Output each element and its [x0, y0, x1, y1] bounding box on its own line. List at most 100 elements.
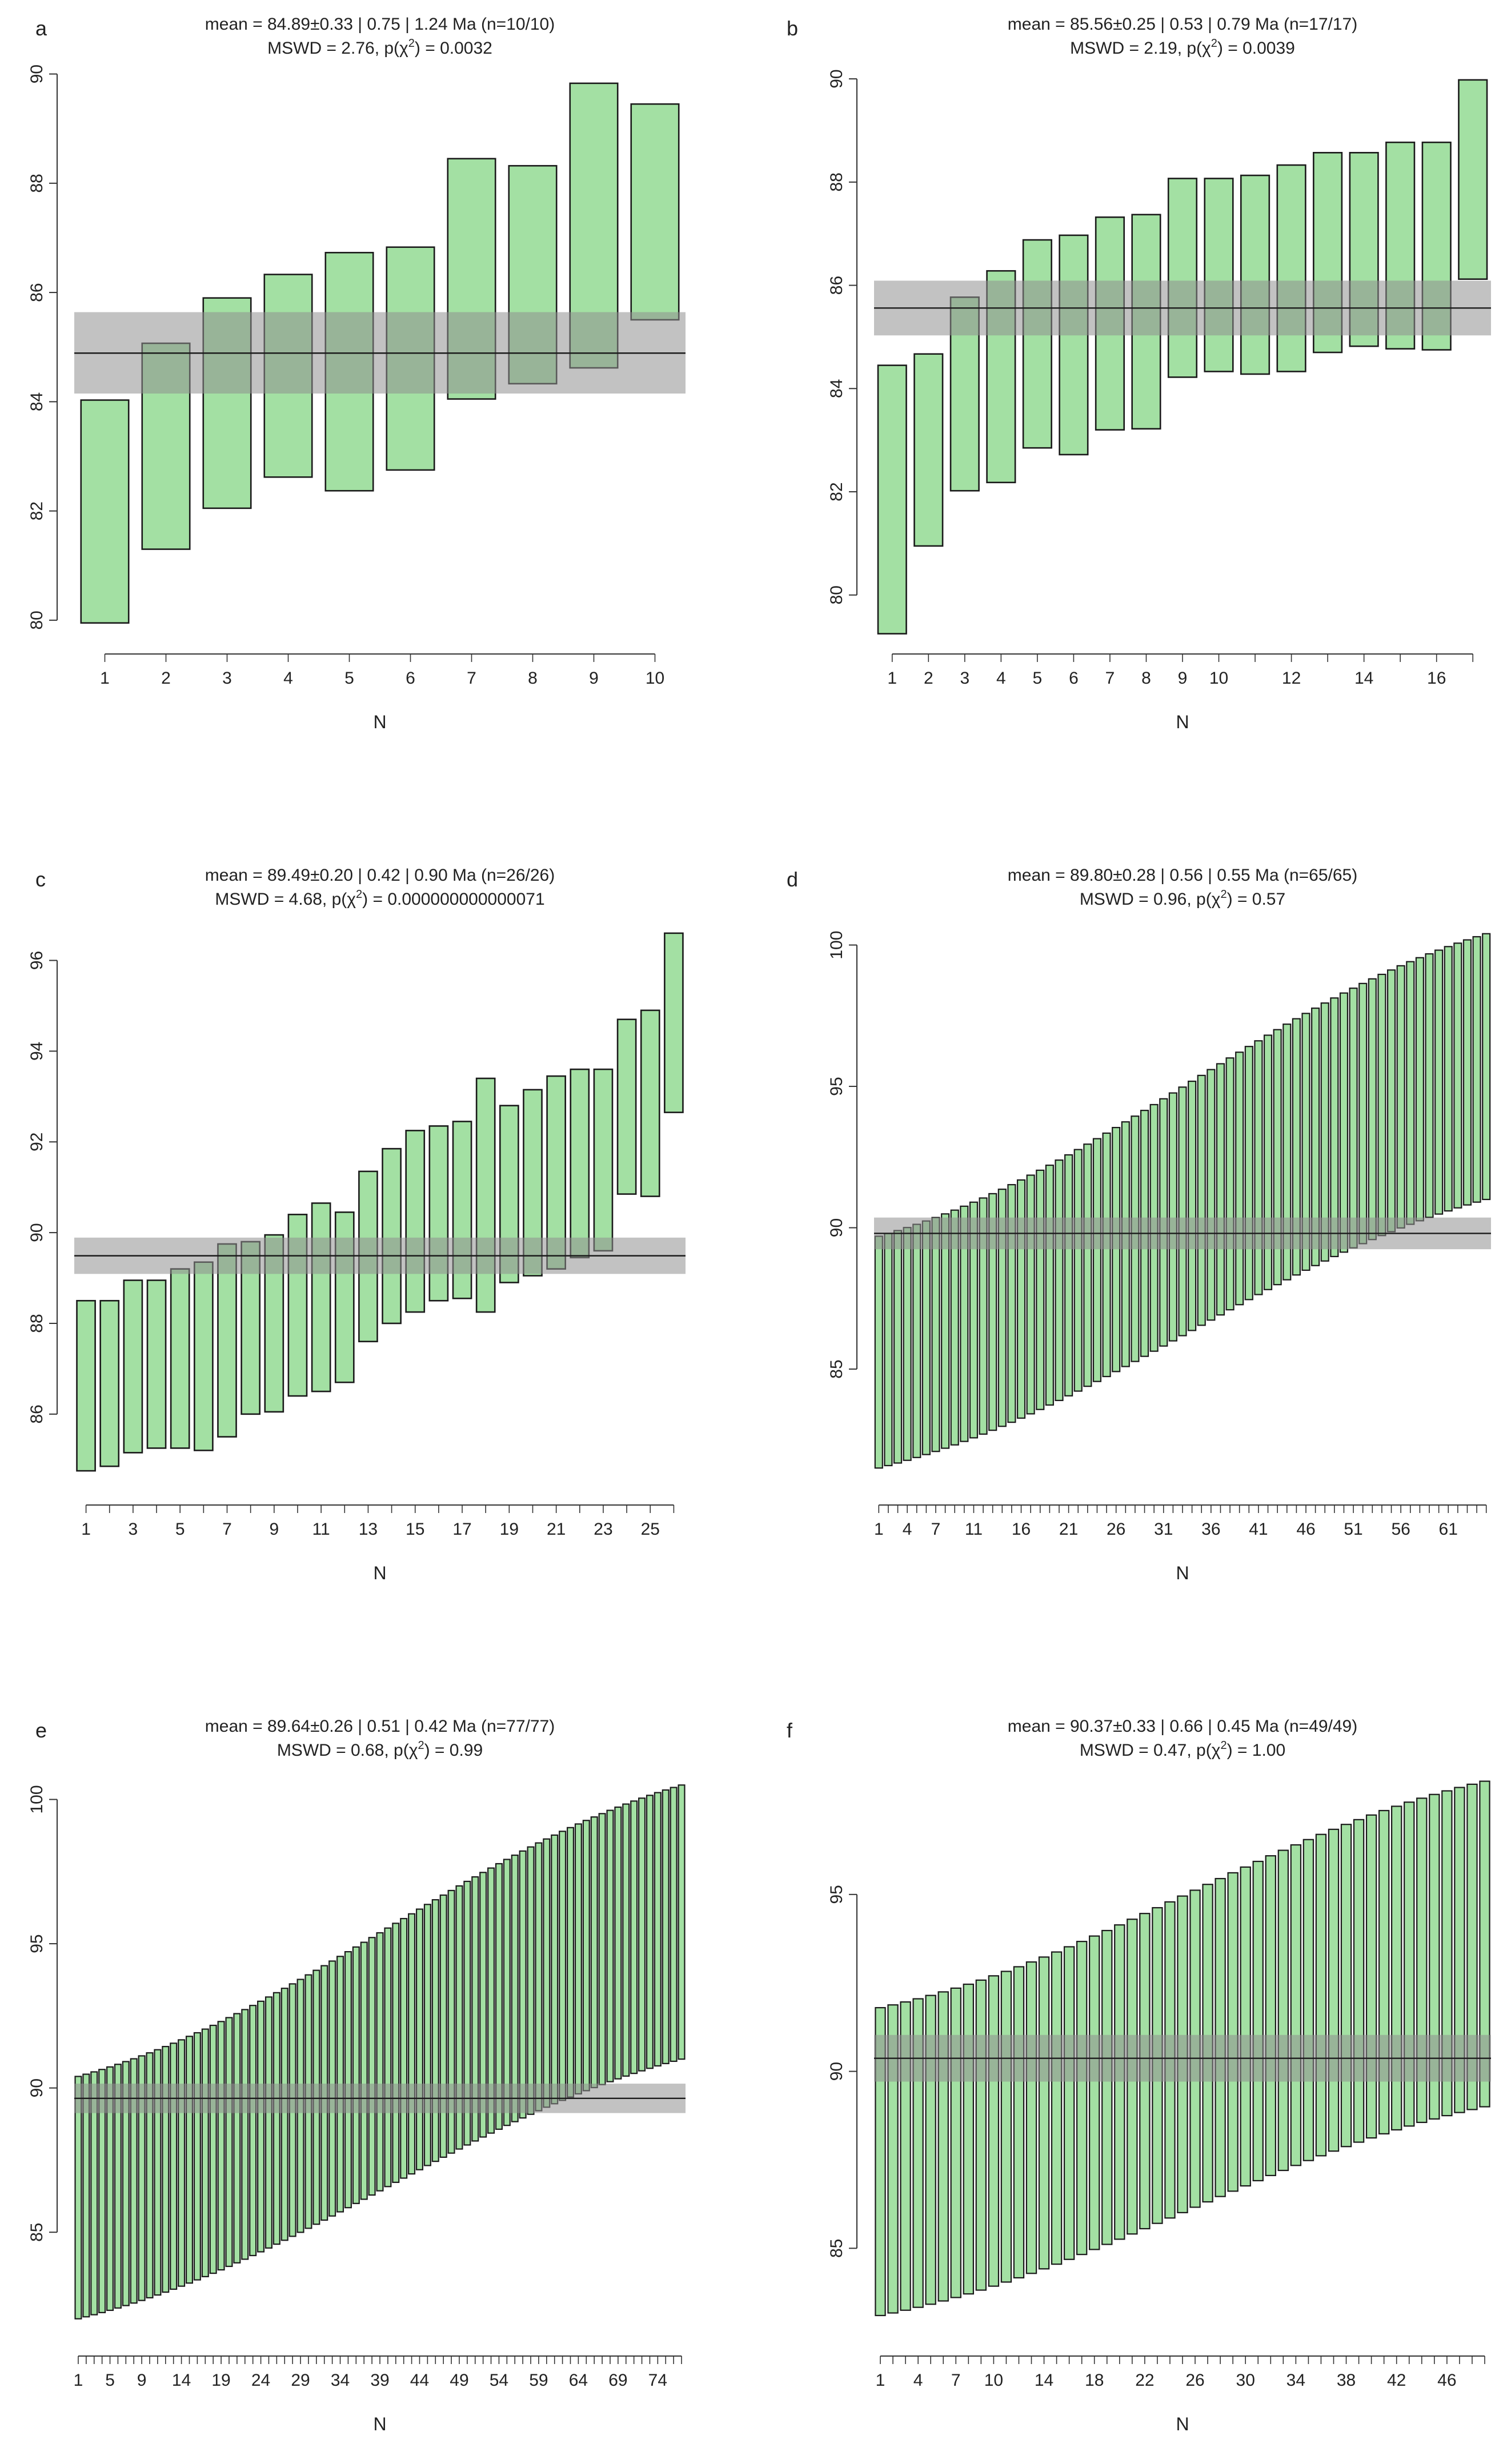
x-tick-label: 54: [490, 2371, 508, 2390]
x-tick-label: 1: [874, 1520, 884, 1539]
x-tick-label: 9: [1178, 669, 1188, 688]
y-tick-label: 88: [27, 1314, 46, 1333]
bar-39: [1235, 1052, 1244, 1306]
bar-43: [408, 1913, 416, 2175]
bar-63: [1462, 939, 1472, 1206]
x-tick-label: 23: [594, 1520, 612, 1539]
bar-36: [1315, 1833, 1327, 2157]
x-tick-label: 24: [251, 2371, 270, 2390]
bar-31: [1252, 1860, 1264, 2182]
bar-76: [670, 1787, 678, 2062]
chart-panel-e: e mean = 89.64±0.26 | 0.51 | 0.42 Ma (n=7…: [27, 1717, 686, 2434]
bar-18: [1089, 1935, 1100, 2250]
bar-21: [546, 1075, 566, 1270]
x-tick-label: 4: [913, 2371, 923, 2390]
bar-25: [264, 1996, 272, 2249]
chart-title: mean = 89.64±0.26 | 0.51 | 0.42 Ma (n=77…: [205, 1717, 555, 1736]
bar-8: [963, 1983, 974, 2295]
y-tick-label: 86: [827, 276, 846, 295]
y-tick-label: 95: [27, 1934, 46, 1953]
bar-2: [99, 1299, 120, 1467]
bar-59: [1425, 953, 1434, 1218]
x-tick-label: 17: [452, 1520, 471, 1539]
bar-73: [646, 1795, 654, 2069]
y-tick-label: 84: [827, 379, 846, 398]
x-tick-label: 1: [887, 669, 897, 688]
x-tick-label: 4: [996, 669, 1006, 688]
bar-56: [511, 1855, 519, 2122]
x-tick-label: 69: [608, 2371, 627, 2390]
bar-75: [662, 1789, 670, 2064]
x-tick-label: 1: [876, 2371, 885, 2390]
bar-6: [193, 1261, 214, 1451]
chart-title: mean = 90.37±0.33 | 0.66 | 0.45 Ma (n=49…: [1008, 1717, 1357, 1736]
x-tick-label: 7: [931, 1520, 941, 1539]
x-tick-label: 22: [1135, 2371, 1154, 2390]
bar-19: [1101, 1929, 1113, 2245]
bar-39: [1353, 1819, 1365, 2143]
y-tick-label: 82: [827, 482, 846, 501]
bar-47: [1311, 1008, 1320, 1266]
y-tick-label: 90: [827, 2062, 846, 2081]
bar-6: [1059, 234, 1089, 456]
y-tick-label: 80: [827, 585, 846, 604]
bar-21: [1064, 1154, 1073, 1396]
chart-title: mean = 89.49±0.20 | 0.42 | 0.90 Ma (n=26…: [205, 866, 555, 885]
x-tick-label: 51: [1344, 1520, 1362, 1539]
bar-53: [487, 1867, 495, 2134]
x-tick-label: 1: [74, 2371, 83, 2390]
x-tick-label: 5: [344, 669, 354, 688]
bar-70: [622, 1803, 630, 2077]
bar-11: [969, 1201, 979, 1439]
bar-33: [1178, 1086, 1187, 1337]
bar-58: [1415, 957, 1424, 1222]
x-tick-label: 56: [1391, 1520, 1410, 1539]
x-tick-label: 21: [547, 1520, 566, 1539]
chart-panel-b: b mean = 85.56±0.25 | 0.53 | 0.79 Ma (n=1…: [787, 15, 1491, 732]
bar-62: [559, 1831, 567, 2101]
bar-16: [1016, 1179, 1026, 1419]
bar-18: [209, 2024, 217, 2274]
x-tick-label: 61: [1439, 1520, 1458, 1539]
y-tick-label: 86: [27, 1404, 46, 1423]
y-tick-label: 88: [27, 174, 46, 192]
bar-61: [551, 1834, 559, 2105]
bar-23: [1083, 1143, 1092, 1387]
bar-7: [217, 1243, 237, 1438]
x-tick-label: 19: [500, 1520, 519, 1539]
x-tick-label: 1: [81, 1520, 91, 1539]
y-tick-label: 85: [827, 1359, 846, 1378]
bar-27: [280, 1988, 288, 2241]
x-tick-label: 29: [291, 2371, 310, 2390]
bar-49: [455, 1885, 463, 2150]
bar-57: [519, 1850, 527, 2119]
chart-panel-d: d mean = 89.80±0.28 | 0.56 | 0.55 Ma (n=6…: [787, 866, 1491, 1583]
bar-8: [130, 2058, 138, 2304]
x-tick-label: 25: [641, 1520, 660, 1539]
bar-15: [1051, 1951, 1063, 2265]
bar-8: [941, 1213, 950, 1449]
bar-55: [1386, 969, 1396, 1233]
bar-25: [640, 1009, 660, 1197]
bar-26: [1112, 1127, 1121, 1373]
bar-23: [249, 2005, 257, 2257]
y-tick-label: 85: [27, 2223, 46, 2242]
x-tick-label: 5: [105, 2371, 115, 2390]
bar-60: [1434, 949, 1444, 1215]
bar-1: [875, 2006, 886, 2317]
bar-65: [1482, 933, 1491, 1201]
bar-37: [1328, 1828, 1340, 2152]
bar-5: [1022, 239, 1052, 449]
bar-38: [1340, 1824, 1352, 2148]
x-tick-label: 46: [1296, 1520, 1315, 1539]
bar-35: [344, 1951, 352, 2209]
bar-50: [463, 1880, 471, 2146]
bar-10: [1204, 178, 1234, 372]
bar-36: [352, 1946, 360, 2204]
chart-panel-a: a mean = 84.89±0.33 | 0.75 | 1.24 Ma (n=1…: [27, 15, 686, 732]
chart-title: mean = 89.80±0.28 | 0.56 | 0.55 Ma (n=65…: [1008, 866, 1357, 885]
bar-54: [495, 1863, 503, 2130]
bar-65: [582, 1820, 590, 2092]
x-tick-label: 14: [1354, 669, 1373, 688]
bar-40: [1365, 1814, 1377, 2139]
